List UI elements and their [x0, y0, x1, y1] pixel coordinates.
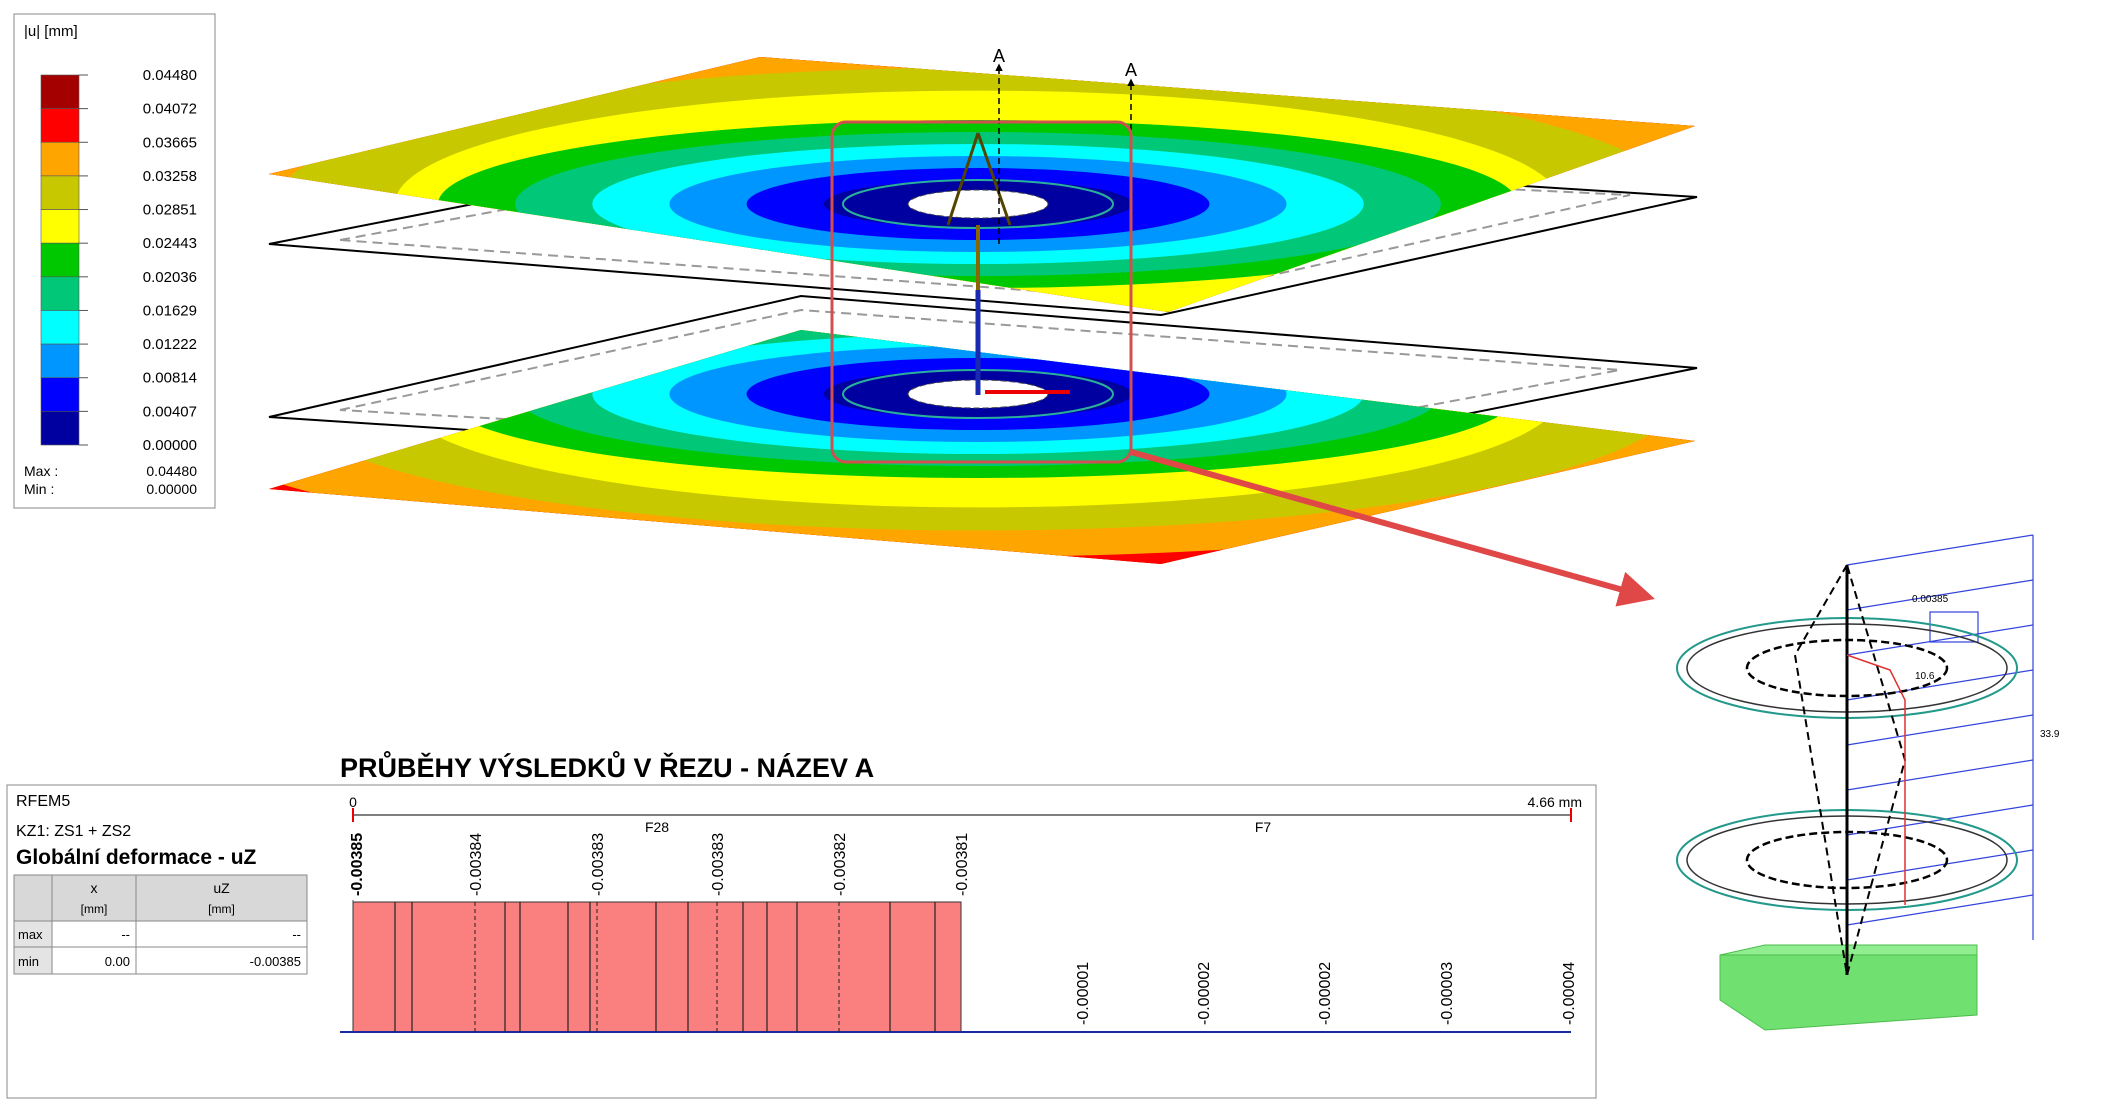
legend-label: 0.02443 — [143, 235, 197, 252]
load-case: KZ1: ZS1 + ZS2 — [16, 823, 131, 840]
legend-label: 0.04480 — [143, 67, 197, 84]
axis-start: 0 — [349, 794, 357, 810]
legend-swatch — [40, 411, 80, 446]
min-value: 0.00000 — [146, 481, 197, 497]
column-header: x — [91, 880, 98, 896]
table-cell: 0.00 — [105, 954, 130, 969]
legend-swatch — [40, 310, 80, 345]
member-label: F28 — [645, 819, 669, 835]
legend-label: 0.03258 — [143, 168, 197, 185]
legend-swatch — [40, 175, 80, 210]
value-label: -0.00003 — [1439, 962, 1456, 1025]
highlight-frame — [830, 120, 1133, 464]
legend-label: 0.00407 — [143, 403, 197, 420]
table-cell: max — [18, 927, 43, 942]
value-label: -0.00382 — [832, 833, 849, 896]
detail-view: 0.00385 10.6 33.9 — [1676, 534, 2060, 1031]
legend-swatch — [40, 74, 80, 109]
legend-label: 0.02851 — [143, 202, 197, 219]
row-bg — [51, 920, 308, 948]
results-table: x [mm] uZ [mm] max -- -- min 0.00 -0.00385 — [13, 874, 308, 975]
diagram-grid — [1846, 534, 2034, 940]
section-diagram: 0 4.66 mm F28 F7 -0.00385 -0.00384 -0.0038… — [340, 794, 1582, 1033]
legend-label: 0.00814 — [143, 370, 197, 387]
section-mark: A — [1125, 60, 1137, 80]
legend-swatch — [40, 242, 80, 278]
value-label: -0.00383 — [710, 833, 727, 896]
row-label-bg — [13, 946, 53, 975]
legend-scale: 0.04480 0.04072 0.03665 0.03258 0.02851 0.024… — [40, 67, 197, 454]
legend-swatch — [40, 108, 80, 143]
legend-swatch — [40, 276, 80, 311]
model-view: A A — [268, 46, 1698, 607]
deformation-area — [352, 901, 962, 1033]
member-label: F7 — [1255, 819, 1272, 835]
min-label: Min : — [24, 481, 54, 497]
result-type: Globální deformace - uZ — [16, 846, 257, 869]
table-cell: -- — [292, 927, 301, 942]
inset-label: 0.00385 — [1912, 594, 1949, 605]
inset-label: 10.6 — [1915, 671, 1935, 682]
legend-swatch — [40, 343, 80, 379]
legend-swatch — [40, 377, 80, 412]
column-header: uZ — [213, 880, 230, 896]
opening — [907, 189, 1049, 219]
value-label: -0.00383 — [590, 833, 607, 896]
table-header-bg — [13, 874, 308, 922]
section-mark: A — [993, 46, 1005, 66]
legend-title: |u| [mm] — [24, 23, 78, 40]
max-value: 0.04480 — [146, 463, 197, 479]
legend-label: 0.03665 — [143, 134, 197, 151]
legend-label: 0.02036 — [143, 269, 197, 286]
value-label: -0.00385 — [349, 833, 366, 896]
value-label: -0.00002 — [1196, 962, 1213, 1025]
callout-arrow — [1130, 449, 1655, 607]
legend-label: 0.01629 — [143, 302, 197, 319]
strut — [976, 132, 1012, 226]
legend-label: 0.04072 — [143, 101, 197, 118]
table-cell: -- — [121, 927, 130, 942]
column-unit: [mm] — [81, 902, 108, 916]
column-unit: [mm] — [208, 902, 235, 916]
table-cell: -0.00385 — [250, 954, 301, 969]
strut — [946, 132, 980, 226]
value-label: -0.00002 — [1317, 962, 1334, 1025]
axis-end: 4.66 mm — [1528, 794, 1582, 810]
legend-swatch — [40, 141, 80, 177]
value-label: -0.00384 — [468, 833, 485, 896]
legend-swatch — [40, 209, 80, 244]
table-cell: min — [18, 954, 39, 969]
max-label: Max : — [24, 463, 58, 479]
section-title: PRŮBĚHY VÝSLEDKŮ V ŘEZU - NÁZEV A — [340, 750, 874, 783]
legend-label: 0.00000 — [143, 437, 197, 454]
value-label: -0.00004 — [1561, 962, 1578, 1025]
value-label: -0.00001 — [1075, 962, 1092, 1025]
legend-label: 0.01222 — [143, 336, 197, 353]
value-label: -0.00381 — [954, 833, 971, 896]
inset-label: 33.9 — [2040, 729, 2060, 740]
program: RFEM5 — [16, 793, 70, 810]
